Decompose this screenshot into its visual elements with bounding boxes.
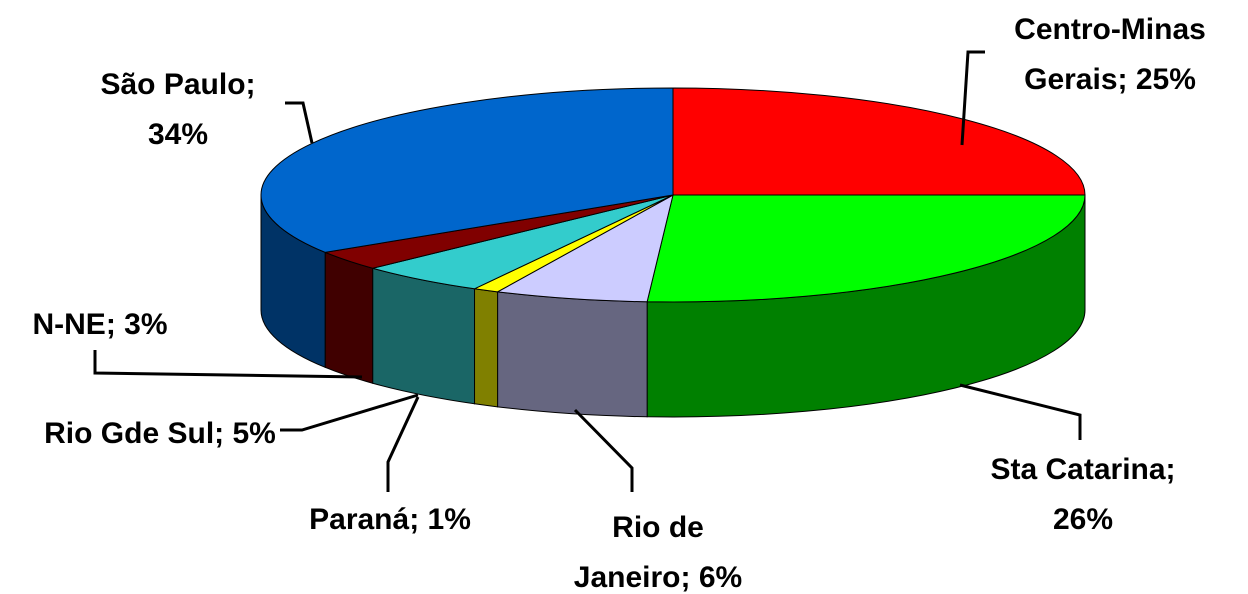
pie-slice	[646, 194, 1086, 303]
pie-slice	[495, 194, 674, 303]
data-label: Sta Catarina; 26%	[990, 453, 1176, 536]
data-label: Paraná; 1%	[309, 503, 471, 536]
data-label: Rio Gde Sul; 5%	[44, 417, 276, 450]
leader-line	[960, 50, 985, 146]
leader-line	[959, 383, 1082, 440]
pie-side	[372, 267, 476, 405]
leader-line	[93, 350, 363, 379]
leader-line	[285, 101, 314, 144]
pie-slice	[260, 87, 674, 253]
data-label: São Paulo; 34%	[100, 68, 256, 151]
leader-line	[386, 396, 420, 492]
leader-line	[573, 408, 634, 492]
leader-lines	[93, 50, 1082, 492]
data-label: N-NE; 3%	[32, 308, 168, 341]
leader-line	[280, 393, 419, 432]
data-label: Rio de Janeiro; 6%	[573, 511, 743, 594]
pie-side	[324, 251, 374, 384]
data-label: Centro-Minas Gerais; 25%	[1014, 13, 1206, 96]
pie-side	[497, 291, 648, 418]
pie-side	[474, 288, 499, 408]
